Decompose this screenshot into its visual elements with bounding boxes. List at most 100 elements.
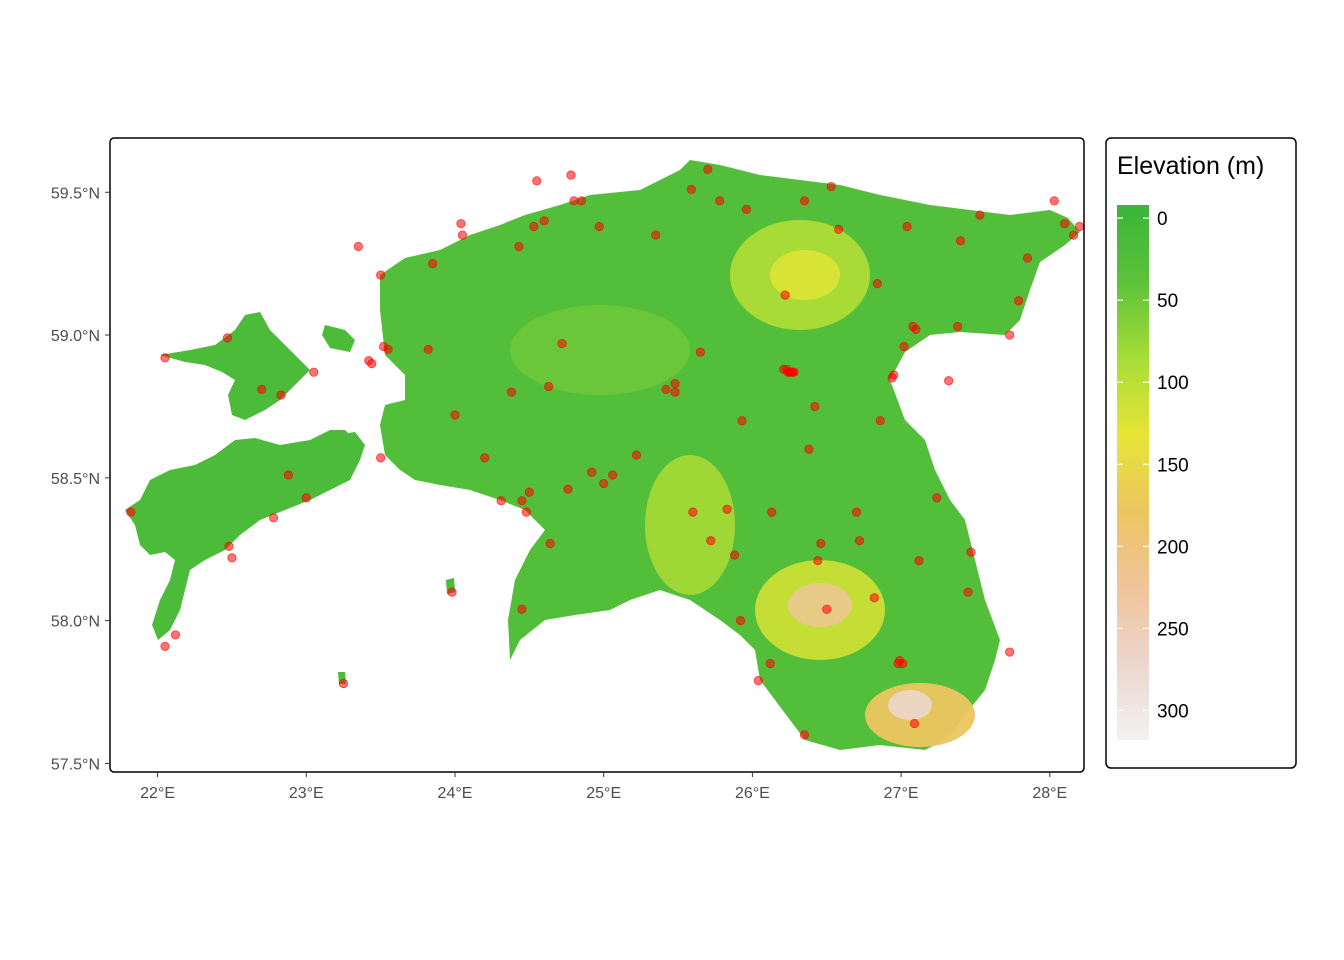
station-point	[932, 493, 942, 503]
station-point	[688, 507, 698, 517]
station-point	[514, 241, 524, 252]
station-point	[741, 204, 752, 214]
station-point	[376, 270, 386, 280]
station-point	[450, 410, 460, 420]
station-point	[753, 676, 763, 686]
station-point	[706, 536, 716, 546]
legend-box	[1105, 137, 1297, 769]
station-point	[566, 170, 576, 180]
station-point	[160, 641, 170, 651]
station-point	[557, 339, 567, 349]
station-point	[804, 444, 814, 454]
mainland-shape	[380, 160, 1080, 750]
station-point	[457, 230, 468, 240]
muhu-shape	[335, 432, 365, 462]
station-points	[126, 164, 1084, 740]
legend-label: 300	[1157, 701, 1189, 722]
y-tick-label: 58.0°N	[51, 614, 100, 631]
station-point	[975, 210, 985, 220]
x-tick-label: 25°E	[586, 785, 621, 802]
station-point	[789, 367, 799, 377]
station-point	[376, 453, 386, 463]
station-point	[909, 718, 920, 729]
station-point	[651, 230, 661, 240]
station-point	[810, 401, 820, 412]
station-point	[816, 538, 826, 549]
vormsi-shape	[322, 325, 355, 352]
station-point	[517, 496, 527, 506]
x-tick-label: 26°E	[735, 785, 770, 802]
station-point	[539, 216, 549, 226]
station-point	[608, 470, 618, 480]
station-point	[563, 484, 573, 494]
station-point	[126, 507, 136, 517]
station-point	[1022, 253, 1033, 263]
station-point	[447, 587, 457, 597]
station-point	[423, 344, 433, 354]
station-point	[914, 556, 924, 566]
station-point	[1060, 219, 1070, 229]
station-point	[722, 504, 732, 514]
legend-label: 0	[1157, 209, 1168, 230]
station-point	[799, 730, 810, 740]
station-point	[631, 450, 642, 460]
station-point	[695, 347, 705, 357]
station-point	[686, 184, 697, 195]
station-point	[715, 196, 725, 206]
station-point	[670, 387, 680, 397]
station-point	[524, 487, 534, 497]
station-point	[224, 541, 234, 551]
station-point	[661, 384, 671, 394]
station-point	[506, 387, 517, 397]
station-point	[889, 370, 899, 380]
station-point	[545, 538, 555, 549]
legend-title: Elevation (m)	[1117, 152, 1264, 180]
estonia-land	[125, 160, 1084, 750]
legend-label: 250	[1157, 619, 1189, 640]
station-point	[703, 164, 713, 175]
station-point	[670, 379, 680, 389]
elevation-highlands	[510, 220, 975, 747]
station-point	[799, 196, 810, 206]
station-point	[1013, 296, 1024, 306]
station-point	[480, 453, 490, 463]
y-tick-label: 59.0°N	[51, 328, 100, 345]
y-axis: 57.5°N 58.0°N 58.5°N 59.0°N 59.5°N	[51, 185, 110, 773]
station-point	[897, 658, 908, 669]
station-point	[276, 390, 286, 400]
x-tick-label: 27°E	[884, 785, 919, 802]
station-point	[268, 513, 279, 523]
station-point	[953, 321, 963, 332]
station-point	[456, 219, 466, 229]
station-point	[737, 416, 747, 426]
station-point	[944, 376, 954, 386]
x-axis: 22°E 23°E 24°E 25°E 26°E 27°E 28°E	[140, 772, 1067, 802]
station-point	[875, 416, 885, 426]
station-point	[1074, 221, 1084, 232]
station-point	[170, 630, 181, 640]
station-point	[826, 181, 836, 192]
legend-colorbar	[1117, 205, 1149, 740]
station-point	[899, 341, 909, 352]
station-point	[822, 604, 832, 614]
station-point	[532, 176, 542, 186]
station-point	[544, 381, 554, 392]
station-point	[594, 221, 604, 232]
station-point	[367, 359, 377, 369]
station-point	[383, 344, 393, 354]
legend-label: 200	[1157, 537, 1189, 558]
station-point	[963, 587, 973, 597]
station-point	[902, 221, 912, 232]
station-point	[911, 324, 921, 334]
station-point	[338, 678, 349, 689]
hiiumaa-shape	[160, 312, 310, 420]
pandivere-peak	[770, 250, 840, 300]
y-tick-label: 57.5°N	[51, 756, 100, 773]
x-tick-label: 22°E	[140, 785, 175, 802]
station-point	[587, 467, 597, 477]
station-point	[301, 493, 311, 503]
y-tick-label: 58.5°N	[51, 471, 100, 488]
otepaa-peak	[788, 583, 852, 627]
station-point	[517, 604, 527, 614]
sakala-upland	[645, 455, 735, 595]
